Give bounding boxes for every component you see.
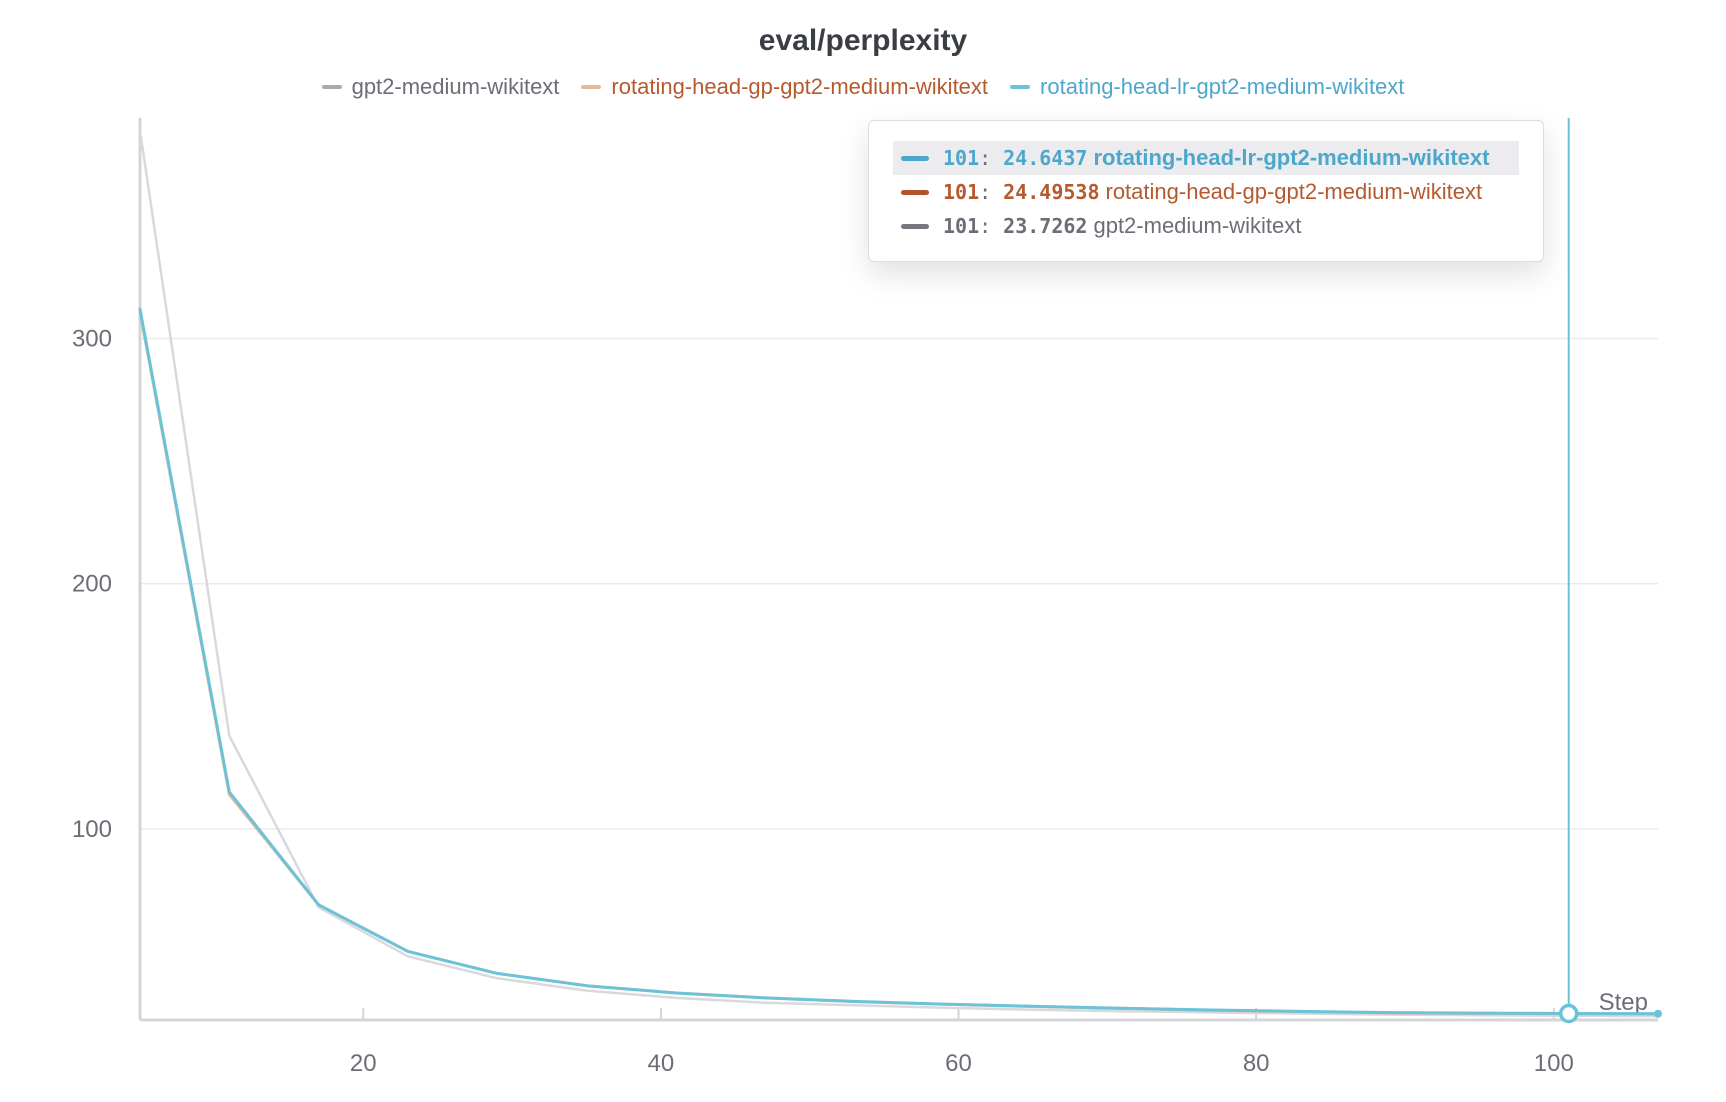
tooltip-value: 23.7262	[1003, 214, 1088, 238]
tooltip-step: 101	[943, 214, 980, 238]
y-tick-label-300: 300	[72, 326, 112, 353]
chart-title: eval/perplexity	[758, 24, 968, 57]
series-lines	[138, 129, 1660, 1018]
y-tick-label-200: 200	[72, 571, 112, 598]
legend-label: rotating-head-lr-gpt2-medium-wikitext	[1040, 74, 1405, 99]
series-line-rotating-head-lr-gpt2-medium-wikitext	[138, 307, 1660, 1016]
tooltip-step: 101	[943, 180, 980, 204]
tooltip-separator: :	[979, 180, 992, 204]
tooltip-series-name: rotating-head-gp-gpt2-medium-wikitext	[1105, 179, 1483, 204]
tooltip-swatch	[901, 189, 929, 195]
tooltip-row-gpt2-medium-wikitext: 101:23.7262 gpt2-medium-wikitext	[893, 209, 1519, 243]
legend-swatch	[1010, 85, 1031, 89]
legend-swatch	[321, 85, 342, 89]
x-axis-label: Step	[1599, 989, 1648, 1016]
x-tick-label-20: 20	[350, 1050, 377, 1077]
legend-item-rotating-head-gp-gpt2-medium-wikitext[interactable]: rotating-head-gp-gpt2-medium-wikitext	[581, 74, 988, 100]
grid-lines	[140, 337, 1658, 830]
tooltip-step: 101	[943, 146, 980, 170]
legend-item-rotating-head-lr-gpt2-medium-wikitext[interactable]: rotating-head-lr-gpt2-medium-wikitext	[1010, 74, 1404, 100]
tooltip-value: 24.49538	[1003, 180, 1100, 204]
tooltip-separator: :	[979, 146, 992, 170]
y-tick-label-100: 100	[72, 816, 112, 843]
chart-legend: gpt2-medium-wikitext rotating-head-gp-gpt…	[0, 74, 1726, 100]
legend-label: gpt2-medium-wikitext	[351, 74, 560, 99]
hover-indicator	[1558, 118, 1662, 1024]
tooltip-swatch	[901, 223, 929, 229]
x-tick-label-60: 60	[945, 1050, 972, 1077]
tooltip-value: 24.6437	[1003, 146, 1088, 170]
x-tick-label-80: 80	[1243, 1050, 1270, 1077]
series-end-point	[1654, 1009, 1662, 1018]
legend-label: rotating-head-gp-gpt2-medium-wikitext	[611, 74, 989, 99]
tooltip-separator: :	[979, 214, 992, 238]
axes: 100 200 300 20 40 60 80 100 Step	[72, 118, 1658, 1077]
tooltip-series-name: gpt2-medium-wikitext	[1093, 213, 1302, 238]
x-tick-label-40: 40	[648, 1050, 675, 1077]
tooltip-series-name: rotating-head-lr-gpt2-medium-wikitext	[1093, 145, 1490, 170]
x-tick-label-100: 100	[1534, 1050, 1574, 1077]
legend-item-gpt2-medium-wikitext[interactable]: gpt2-medium-wikitext	[321, 74, 560, 100]
legend-swatch	[581, 85, 602, 89]
hover-tooltip: 101:24.6437 rotating-head-lr-gpt2-medium-…	[868, 120, 1544, 262]
hover-point-marker	[1558, 1003, 1579, 1024]
tooltip-swatch	[901, 155, 929, 161]
tooltip-row-rotating-head-gp-gpt2-medium-wikitext: 101:24.49538 rotating-head-gp-gpt2-medium…	[893, 175, 1519, 209]
series-line-rotating-head-gp-gpt2-medium-wikitext	[138, 310, 1660, 1016]
tooltip-row-rotating-head-lr-gpt2-medium-wikitext: 101:24.6437 rotating-head-lr-gpt2-medium-…	[893, 141, 1519, 175]
series-line-gpt2-medium-wikitext	[138, 129, 1660, 1018]
